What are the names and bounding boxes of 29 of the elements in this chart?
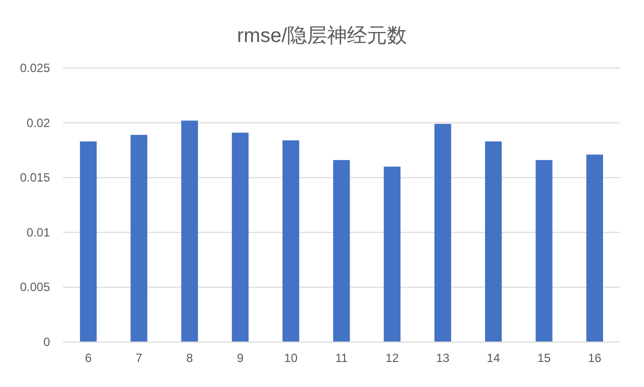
y-tick-label: 0.025: [20, 61, 50, 75]
x-tick-label: 13: [436, 351, 450, 365]
y-tick-label: 0: [43, 335, 50, 349]
y-tick-label: 0.005: [20, 280, 50, 294]
y-tick-label: 0.01: [26, 225, 50, 240]
x-tick-label: 10: [284, 351, 298, 365]
x-tick-label: 14: [486, 351, 500, 365]
x-tick-label: 15: [537, 351, 552, 365]
x-tick-label: 8: [186, 351, 194, 365]
x-tick-label: 6: [84, 351, 92, 365]
bar: [384, 166, 400, 342]
x-tick-label: 11: [335, 351, 348, 365]
bar: [586, 154, 604, 342]
x-tick-label: 7: [136, 351, 143, 365]
bar: [536, 160, 552, 342]
x-tick-label: 9: [236, 351, 244, 365]
x-tick-label: 12: [385, 351, 400, 365]
x-tick-label: 16: [588, 351, 602, 365]
bar: [434, 124, 452, 342]
bar: [485, 141, 502, 342]
y-tick-label: 0.02: [26, 116, 50, 130]
bar: [130, 134, 148, 342]
bar: [80, 141, 97, 342]
bar: [232, 132, 249, 342]
y-tick-label: 0.015: [20, 170, 50, 185]
chart-title: rmse/隐层神经元数: [237, 25, 407, 47]
bar: [282, 140, 300, 342]
bar: [333, 160, 350, 342]
bar: [181, 120, 198, 342]
